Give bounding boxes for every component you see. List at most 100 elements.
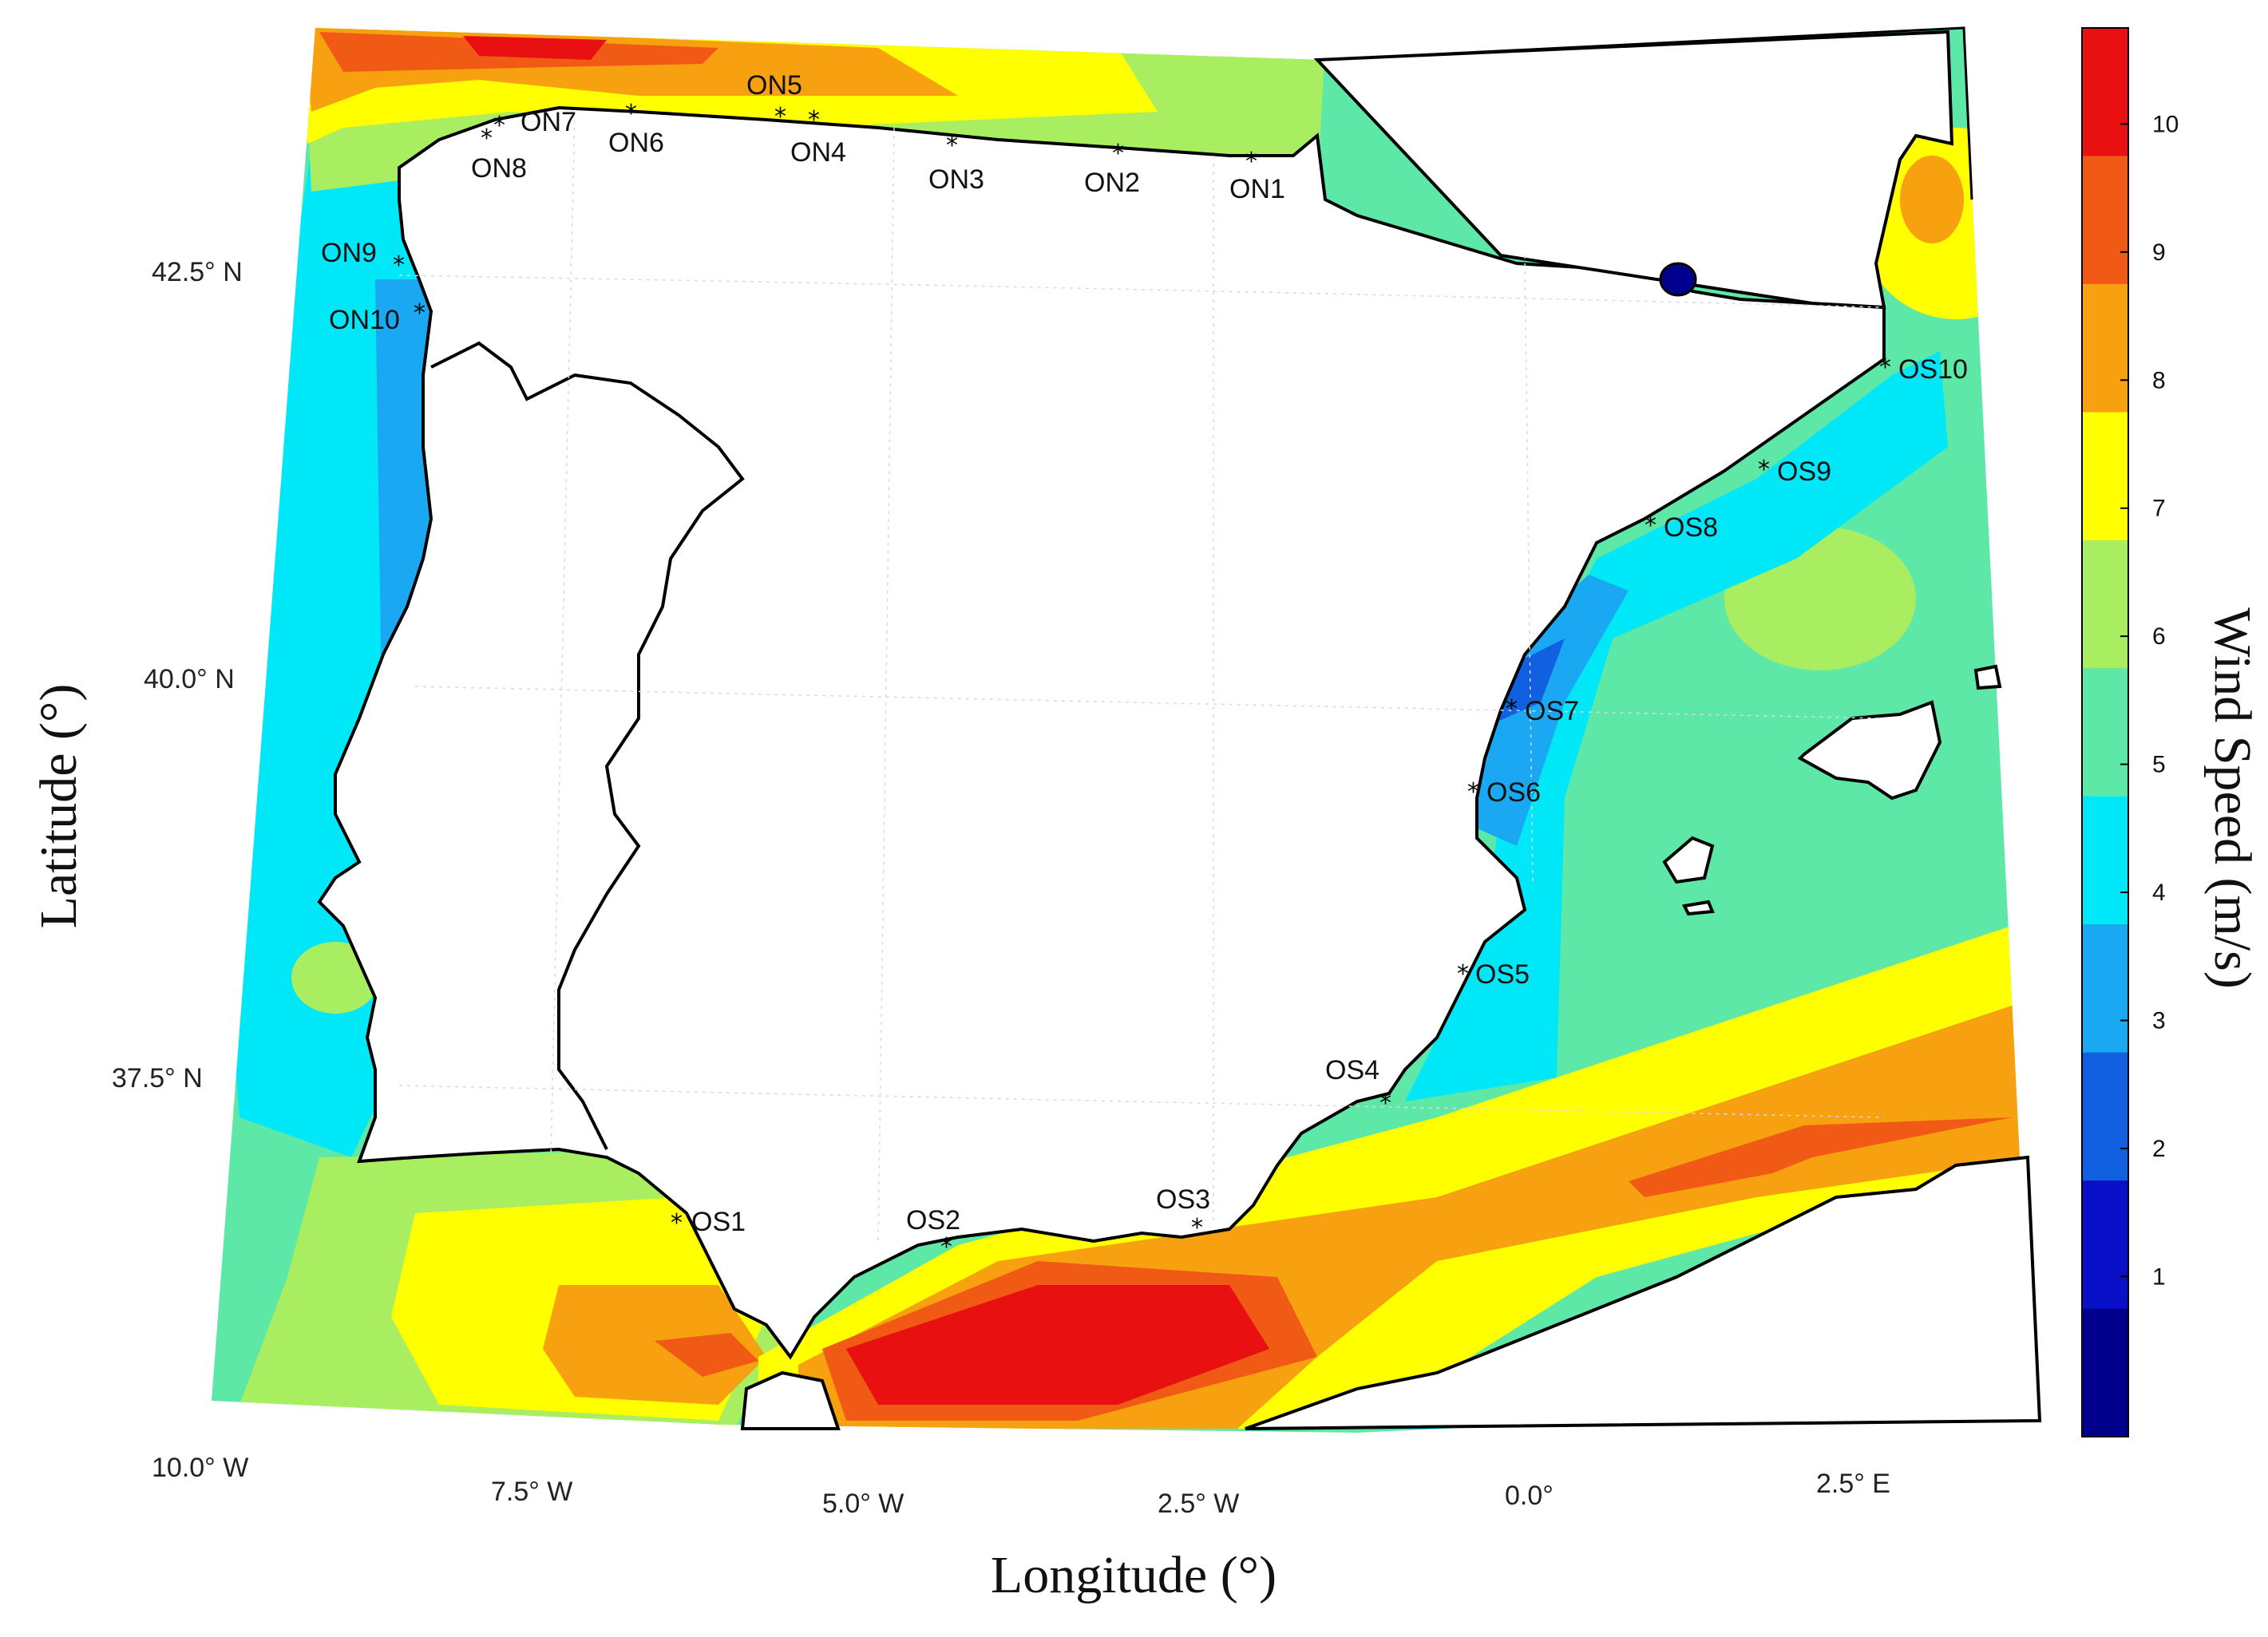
station-os6: * OS6 [1467, 777, 1541, 808]
station-label-on9: ON9 [321, 238, 377, 268]
station-label-os10: OS10 [1898, 354, 1968, 385]
lake-reservoir [1659, 262, 1697, 297]
field-valencia-4ms [1445, 575, 1629, 846]
mallorca-island [1797, 700, 1942, 801]
colorbar-tick-label: 8 [2152, 367, 2166, 393]
station-on8: * ON8 [471, 125, 527, 184]
colorbar-band [2082, 1308, 2128, 1437]
colorbar-tick-label: 3 [2152, 1008, 2166, 1034]
station-label-os4: OS4 [1325, 1055, 1379, 1085]
station-marker: * [1191, 1214, 1203, 1242]
station-label-os6: OS6 [1486, 777, 1541, 808]
southern-france-coast [1313, 30, 1954, 310]
lon-tick-2-5w: 2.5° W [1158, 1489, 1239, 1519]
station-marker: * [671, 1209, 683, 1237]
station-label-on2: ON2 [1084, 168, 1140, 198]
land [317, 30, 2042, 1430]
colorbar-tick-label: 9 [2152, 239, 2166, 266]
colorbar-tick-label: 6 [2152, 623, 2166, 650]
graticule-lon-5-0 [877, 127, 895, 1246]
iberian-peninsula [317, 105, 1886, 1360]
station-on9: * ON9 [321, 238, 405, 279]
station-on4: * ON4 [790, 106, 846, 168]
colorbar-band [2082, 1180, 2128, 1310]
station-label-os7: OS7 [1525, 696, 1579, 726]
longitude-ticks: 10.0° W 7.5° W 5.0° W 2.5° W 0.0° 2.5° E [152, 1453, 1890, 1519]
colorbar-band [2082, 156, 2128, 285]
colorbar-frame [2081, 27, 2129, 1437]
field-alboran-11ms [846, 1285, 1269, 1405]
colorbar-band [2082, 540, 2128, 669]
station-marker: * [1879, 354, 1891, 382]
colorbar-band [2082, 28, 2128, 156]
station-os1: * OS1 [671, 1207, 746, 1237]
colorbar-ticks: 10 9 8 7 6 5 4 3 2 1 [2120, 111, 2179, 1290]
station-label-on10: ON10 [329, 305, 400, 335]
station-os2: * OS2 [906, 1205, 960, 1261]
station-marker: * [1379, 1089, 1391, 1117]
station-os7: * OS7 [1506, 695, 1579, 726]
station-label-os2: OS2 [906, 1205, 960, 1236]
stations: * ON1 * ON2 * ON3 * ON4 * ON5 * ON6 * ON… [321, 70, 1968, 1261]
field-east-coast-5ms [1405, 351, 1948, 1101]
colorbar-band [2082, 668, 2128, 797]
station-os4: * OS4 [1325, 1055, 1391, 1117]
station-label-os3: OS3 [1156, 1184, 1210, 1215]
field-balearic-10ms [1629, 1117, 2012, 1197]
graticule-lon-7-5 [550, 111, 576, 1158]
x-axis-title: Longitude (°) [991, 1546, 1276, 1604]
station-on1: * ON1 [1229, 148, 1285, 204]
station-marker: * [493, 112, 505, 140]
lat-tick-40-0: 40.0° N [144, 664, 235, 694]
station-marker: * [1467, 778, 1479, 806]
station-marker: * [1506, 695, 1518, 723]
colorbar-title: Wind Speed (m/s) [2203, 607, 2262, 989]
portugal-spain-border [430, 341, 745, 1150]
colorbar-tick-label: 4 [2152, 880, 2166, 906]
station-on2: * ON2 [1084, 140, 1140, 198]
station-on5: * ON5 [746, 70, 802, 131]
field-cadiz-9ms [543, 1285, 766, 1405]
station-on10: * ON10 [329, 299, 425, 335]
colorbar-band [2082, 796, 2128, 925]
station-label-on1: ON1 [1229, 174, 1285, 204]
station-label-on6: ON6 [608, 128, 664, 158]
station-marker: * [774, 103, 786, 131]
station-marker: * [1758, 456, 1770, 484]
station-on3: * ON3 [928, 132, 984, 195]
graticule-lat-42-5 [398, 275, 1885, 308]
station-marker: * [393, 251, 405, 279]
ibiza-island [1662, 836, 1715, 884]
colorbar-band [2082, 924, 2128, 1054]
graticule [398, 111, 1885, 1246]
station-on7: * ON7 [493, 107, 576, 140]
graticule-lat-40-0 [414, 686, 1885, 719]
colorbar-tick-label: 2 [2152, 1136, 2166, 1162]
station-os3: * OS3 [1156, 1184, 1210, 1242]
station-marker: * [1245, 148, 1257, 176]
lat-tick-42-5: 42.5° N [152, 257, 243, 287]
colorbar-tick-label: 10 [2152, 111, 2179, 137]
field-lion-9ms [1900, 156, 1964, 243]
lon-tick-5-0w: 5.0° W [822, 1489, 904, 1519]
colorbar-tick-label: 5 [2152, 752, 2166, 778]
colorbar-band [2082, 412, 2128, 541]
graticule-lat-37-5 [398, 1085, 1885, 1118]
station-os8: * OS8 [1645, 512, 1718, 543]
station-os9: * OS9 [1758, 456, 1831, 487]
station-label-on3: ON3 [928, 164, 984, 195]
station-label-os9: OS9 [1777, 457, 1831, 487]
north-africa [740, 1155, 2042, 1430]
station-marker: * [1645, 512, 1656, 540]
station-marker: * [808, 106, 820, 134]
station-label-os8: OS8 [1664, 512, 1718, 543]
graticule-lon-0-0 [1524, 255, 1534, 887]
lon-tick-10-0w: 10.0° W [152, 1453, 248, 1483]
station-label-on7: ON7 [520, 107, 576, 137]
field-biscay-11ms [463, 36, 607, 60]
latitude-ticks: 42.5° N 40.0° N 37.5° N [112, 257, 243, 1093]
station-label-os1: OS1 [691, 1207, 746, 1237]
station-label-on4: ON4 [790, 137, 846, 168]
